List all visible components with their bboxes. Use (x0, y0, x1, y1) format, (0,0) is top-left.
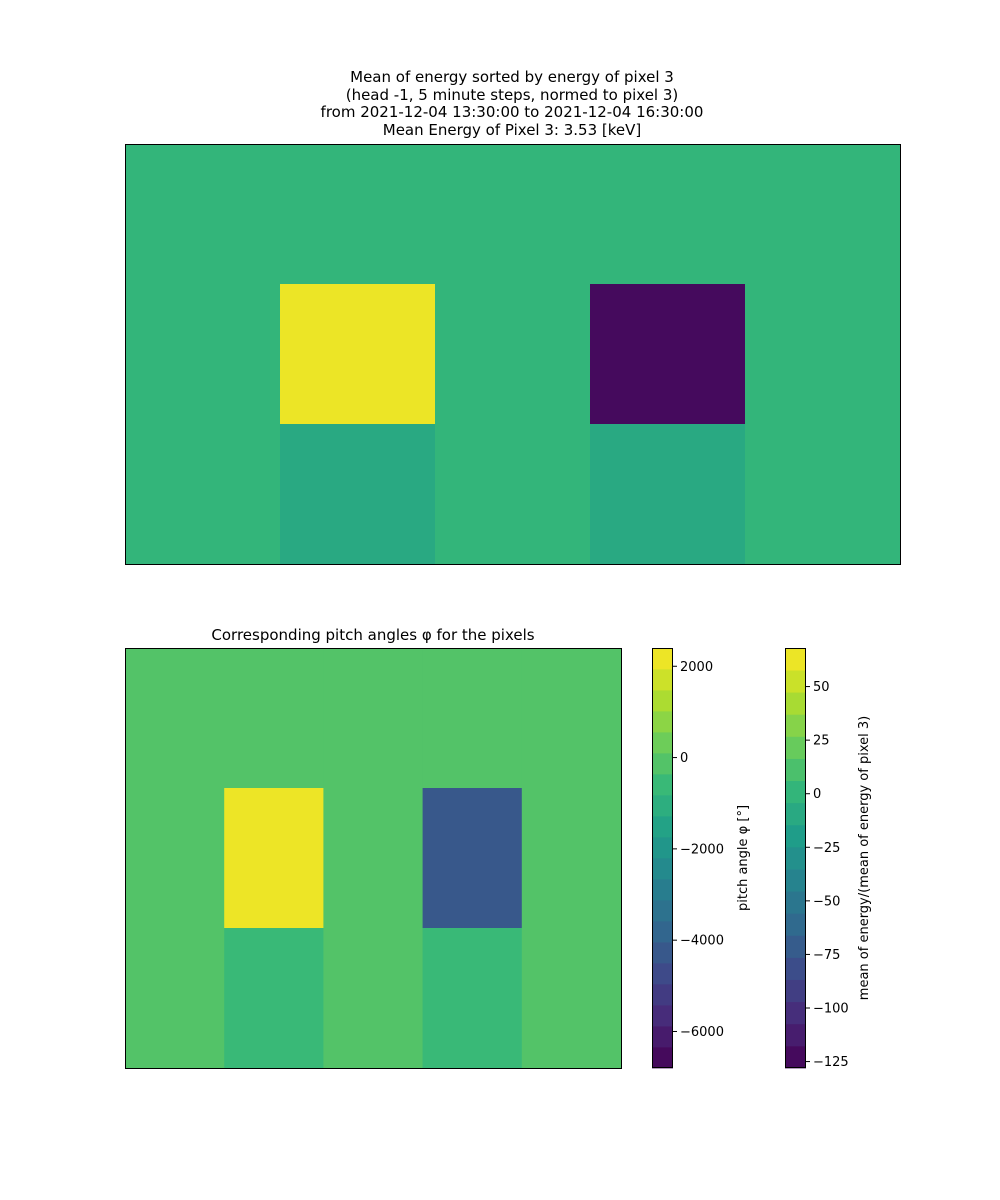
colorbar-segment (785, 1045, 806, 1069)
top-title-line-4: Mean Energy of Pixel 3: 3.53 [keV] (383, 121, 642, 139)
colorbar-segment (652, 690, 673, 712)
colorbar-tick-label: 0 (680, 751, 688, 766)
colorbar-frame (652, 648, 673, 1068)
colorbar-tick-label: −50 (813, 894, 840, 909)
top-heatmap (125, 144, 901, 565)
heatmap-cell-r1-c1 (280, 284, 436, 425)
colorbar-segment (652, 858, 673, 880)
colorbar-segment (785, 935, 806, 958)
colorbar-tick-label: 25 (813, 734, 830, 749)
colorbar-frame (785, 648, 806, 1068)
heatmap-cell-r0-c0 (125, 648, 225, 789)
colorbar-tick-label: −100 (813, 1002, 849, 1017)
top-title-line-2: (head -1, 5 minute steps, normed to pixe… (346, 86, 679, 104)
colorbar-segment (652, 669, 673, 691)
heatmap-cell-r2-c0 (125, 928, 225, 1069)
heatmap-cell-r1-c1 (224, 788, 324, 929)
colorbar-tick-label: −125 (813, 1055, 849, 1070)
heatmap-cell-r2-c4 (521, 928, 622, 1069)
heatmap-cell-r0-c4 (745, 144, 901, 285)
colorbar-segment (785, 824, 806, 848)
heatmap-cell-r2-c1 (280, 424, 436, 565)
heatmap-cell-r1-c3 (422, 788, 523, 929)
colorbar-segment (652, 648, 673, 670)
colorbar-segment (785, 736, 806, 759)
bottom-heatmap-frame (125, 648, 622, 1069)
colorbar-segment (785, 692, 806, 715)
colorbar-segment (785, 670, 806, 693)
heatmap-cell-r2-c4 (745, 424, 901, 565)
colorbar-segment (785, 758, 806, 782)
colorbar-tick-label: −6000 (680, 1025, 724, 1040)
top-chart-title: Mean of energy sorted by energy of pixel… (321, 68, 704, 139)
colorbar-segment (652, 942, 673, 964)
top-heatmap-frame (125, 144, 901, 565)
heatmap-cell-r2-c3 (590, 424, 746, 565)
colorbar-segment (785, 714, 806, 737)
colorbar-segment (785, 869, 806, 892)
colorbar-segment (785, 913, 806, 936)
heatmap-cell-r2-c2 (323, 928, 424, 1069)
colorbar-segment (652, 900, 673, 922)
heatmap-cell-r1-c2 (435, 284, 591, 425)
colorbar-tick-label: −75 (813, 948, 840, 963)
heatmap-cell-r0-c3 (422, 648, 523, 789)
colorbar-tick-label: 50 (813, 680, 830, 695)
heatmap-cell-r1-c2 (323, 788, 424, 929)
colorbar-tick-label: 0 (813, 787, 821, 802)
colorbar-segment (652, 774, 673, 796)
colorbar-segment (652, 879, 673, 901)
heatmap-cell-r2-c3 (422, 928, 523, 1069)
pitch-angle-colorbar-label: pitch angle φ [°] (736, 805, 751, 911)
top-title-line-1: Mean of energy sorted by energy of pixel… (350, 68, 674, 86)
heatmap-cell-r0-c2 (435, 144, 591, 285)
colorbar-segment (785, 957, 806, 980)
colorbar-tick-label: −2000 (680, 842, 724, 857)
heatmap-cell-r1-c0 (125, 284, 281, 425)
heatmap-cell-r0-c0 (125, 144, 281, 285)
colorbar-segment (785, 648, 806, 671)
heatmap-cell-r0-c2 (323, 648, 424, 789)
energy-ratio-colorbar: −125 −100 −75 −50 −25 0 25 50 (785, 648, 849, 1070)
pitch-angle-colorbar: −6000 −4000 −2000 0 2000 (652, 648, 724, 1069)
colorbar-segment (785, 1001, 806, 1025)
heatmap-cell-r1-c3 (590, 284, 746, 425)
colorbar-segment (652, 837, 673, 859)
colorbar-segment (785, 846, 806, 870)
colorbar-segment (785, 780, 806, 804)
colorbar-tick-label: −4000 (680, 934, 724, 949)
heatmap-cell-r1-c4 (745, 284, 901, 425)
colorbar-segment (785, 802, 806, 826)
colorbar-segment (652, 711, 673, 733)
colorbar-segment (652, 795, 673, 817)
colorbar-segment (652, 984, 673, 1006)
colorbar-segment (652, 921, 673, 943)
colorbar-segment (785, 891, 806, 914)
top-title-line-3: from 2021-12-04 13:30:00 to 2021-12-04 1… (321, 103, 704, 121)
colorbar-segment (785, 1023, 806, 1047)
colorbar-tick-label: 2000 (680, 660, 713, 675)
colorbar-segment (652, 732, 673, 754)
bottom-chart-title: Corresponding pitch angles φ for the pix… (211, 626, 534, 644)
heatmap-cell-r2-c0 (125, 424, 281, 565)
colorbar-segment (652, 1005, 673, 1027)
colorbar-segment (785, 979, 806, 1003)
heatmap-cell-r2-c1 (224, 928, 324, 1069)
colorbar-segment (652, 1047, 673, 1069)
heatmap-cell-r0-c4 (521, 648, 622, 789)
colorbar-segment (652, 753, 673, 775)
heatmap-cell-r0-c3 (590, 144, 746, 285)
energy-ratio-colorbar-label: mean of energy/(mean of energy of pixel … (857, 716, 872, 1000)
colorbar-segment (652, 963, 673, 985)
colorbar-tick-label: −25 (813, 841, 840, 856)
heatmap-cell-r1-c0 (125, 788, 225, 929)
heatmap-cell-r1-c4 (521, 788, 622, 929)
heatmap-cell-r0-c1 (224, 648, 324, 789)
bottom-heatmap (125, 648, 622, 1069)
heatmap-cell-r0-c1 (280, 144, 436, 285)
heatmap-cell-r2-c2 (435, 424, 591, 565)
colorbar-segment (652, 1026, 673, 1048)
colorbar-segment (652, 816, 673, 838)
